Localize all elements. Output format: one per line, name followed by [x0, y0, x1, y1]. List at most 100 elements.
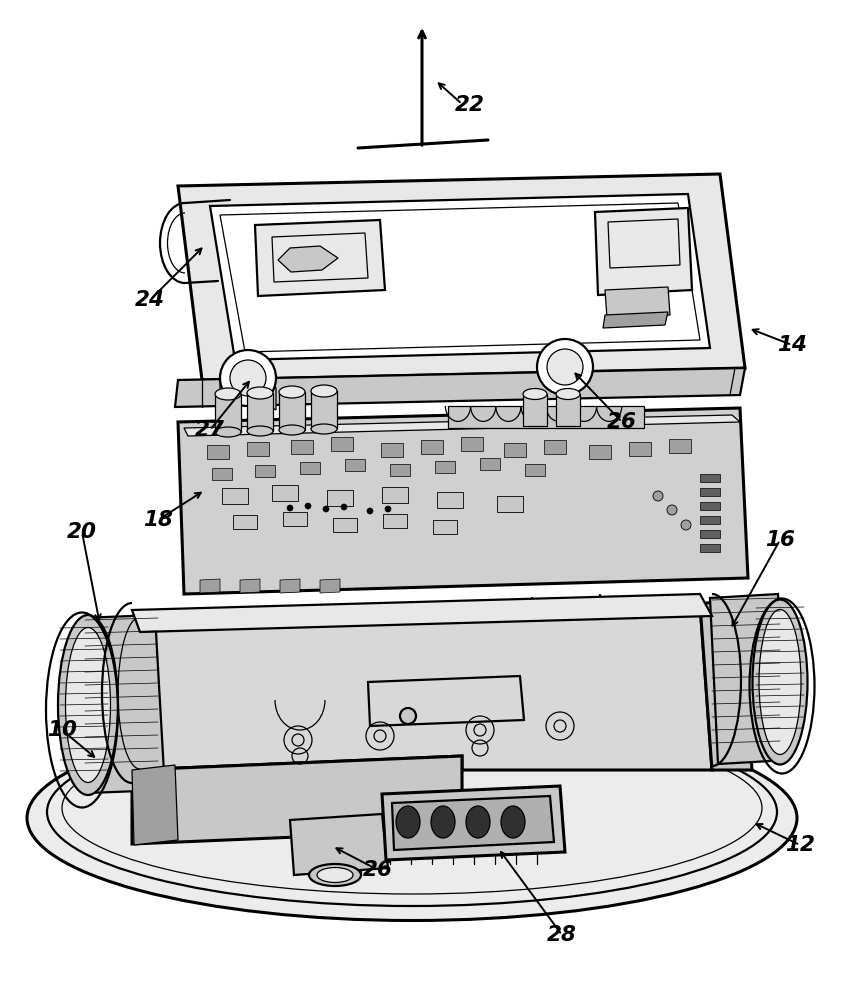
Polygon shape — [437, 492, 463, 508]
Polygon shape — [605, 287, 670, 318]
Polygon shape — [210, 194, 710, 360]
Polygon shape — [669, 439, 691, 453]
Circle shape — [230, 360, 266, 396]
Ellipse shape — [58, 615, 118, 795]
Polygon shape — [433, 520, 457, 534]
Polygon shape — [178, 174, 745, 380]
Polygon shape — [200, 579, 220, 593]
Polygon shape — [207, 445, 229, 459]
Polygon shape — [240, 579, 260, 593]
Polygon shape — [255, 220, 385, 296]
Ellipse shape — [279, 425, 305, 435]
Ellipse shape — [753, 599, 808, 764]
Polygon shape — [272, 485, 298, 501]
Circle shape — [537, 339, 593, 395]
Polygon shape — [448, 406, 645, 428]
Polygon shape — [262, 380, 276, 410]
Polygon shape — [178, 408, 748, 594]
Ellipse shape — [556, 388, 580, 399]
Polygon shape — [382, 487, 408, 503]
Polygon shape — [132, 594, 712, 632]
Polygon shape — [290, 814, 388, 875]
Ellipse shape — [317, 867, 353, 882]
Text: 26: 26 — [607, 412, 637, 432]
Circle shape — [367, 508, 373, 514]
Ellipse shape — [396, 806, 420, 838]
Polygon shape — [382, 786, 565, 860]
Text: 18: 18 — [143, 510, 173, 530]
Text: 20: 20 — [67, 522, 97, 542]
Polygon shape — [222, 488, 248, 504]
Circle shape — [341, 504, 347, 510]
Polygon shape — [595, 208, 692, 295]
Polygon shape — [278, 246, 338, 272]
Polygon shape — [700, 530, 720, 538]
Ellipse shape — [27, 716, 797, 920]
Ellipse shape — [501, 806, 525, 838]
Polygon shape — [283, 512, 307, 526]
Polygon shape — [390, 464, 410, 476]
Ellipse shape — [448, 838, 476, 852]
Text: 27: 27 — [195, 420, 225, 440]
Polygon shape — [333, 518, 357, 532]
Circle shape — [287, 505, 293, 511]
Polygon shape — [710, 594, 788, 764]
Polygon shape — [184, 415, 740, 436]
Polygon shape — [327, 490, 353, 506]
Polygon shape — [247, 393, 273, 431]
Ellipse shape — [215, 388, 241, 400]
Polygon shape — [331, 437, 353, 451]
Ellipse shape — [215, 427, 241, 437]
Polygon shape — [461, 437, 483, 451]
Circle shape — [681, 520, 691, 530]
Polygon shape — [504, 443, 526, 457]
Polygon shape — [700, 598, 752, 770]
Polygon shape — [132, 765, 178, 845]
Polygon shape — [280, 579, 300, 593]
Polygon shape — [247, 442, 269, 456]
Polygon shape — [345, 459, 365, 471]
Ellipse shape — [431, 806, 455, 838]
Circle shape — [667, 505, 677, 515]
Polygon shape — [603, 312, 668, 328]
Text: 22: 22 — [455, 95, 485, 115]
Polygon shape — [233, 515, 257, 529]
Text: 14: 14 — [777, 335, 807, 355]
Polygon shape — [392, 796, 554, 850]
Ellipse shape — [66, 628, 111, 782]
Polygon shape — [556, 394, 580, 426]
Polygon shape — [700, 544, 720, 552]
Ellipse shape — [523, 388, 547, 399]
Circle shape — [547, 349, 583, 385]
Polygon shape — [279, 392, 305, 430]
Polygon shape — [497, 496, 523, 512]
Ellipse shape — [309, 864, 361, 886]
Polygon shape — [212, 468, 232, 480]
Text: 28: 28 — [547, 925, 577, 945]
Text: 24: 24 — [135, 290, 165, 310]
Circle shape — [400, 708, 416, 724]
Polygon shape — [255, 465, 275, 477]
Polygon shape — [700, 474, 720, 482]
Circle shape — [653, 491, 663, 501]
Ellipse shape — [247, 387, 273, 399]
Polygon shape — [320, 579, 340, 593]
Polygon shape — [82, 615, 165, 793]
Text: 26: 26 — [363, 860, 393, 880]
Polygon shape — [700, 502, 720, 510]
Polygon shape — [383, 514, 407, 528]
Polygon shape — [544, 440, 566, 454]
Text: 12: 12 — [785, 835, 815, 855]
Polygon shape — [311, 391, 337, 429]
Polygon shape — [132, 756, 462, 844]
Polygon shape — [175, 368, 745, 407]
Polygon shape — [300, 462, 320, 474]
Polygon shape — [291, 440, 313, 454]
Ellipse shape — [759, 609, 801, 754]
Ellipse shape — [466, 806, 490, 838]
Polygon shape — [435, 461, 455, 473]
Polygon shape — [480, 458, 500, 470]
Text: 16: 16 — [765, 530, 795, 550]
Polygon shape — [132, 604, 712, 770]
Polygon shape — [381, 443, 403, 457]
